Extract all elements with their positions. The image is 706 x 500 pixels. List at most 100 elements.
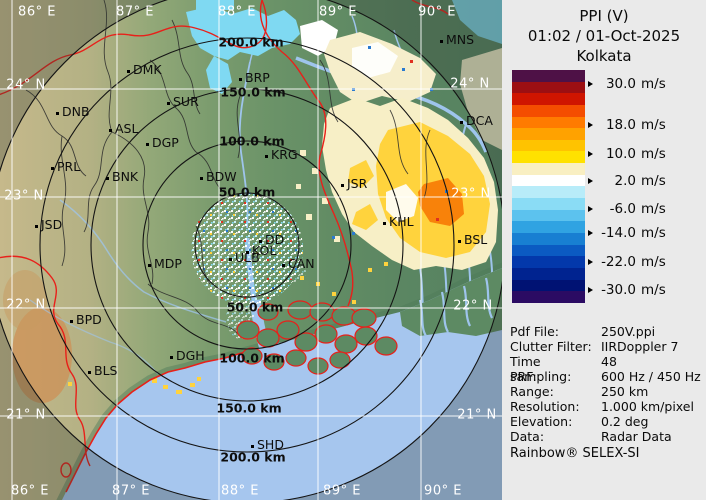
graticule-label: 88° E [221,483,259,499]
graticule-label: 21° N [457,407,497,423]
colorbar-tick: -14.0 m/s [588,225,666,241]
radar-map: 86° E 87° E 88° E 89° E 90° E 86° E 87° E 88° E… [0,0,502,500]
range-ring-label: 200.0 km [218,34,284,50]
echo-yellow-b1 [348,160,374,188]
tick-arrow-icon [588,177,593,184]
graticule-label: 87° E [116,4,154,20]
tick-unit: m/s [641,172,666,189]
station-code: SHD [257,437,284,452]
graticule-label: 86° E [11,483,49,499]
graticule-label: 22° N [453,298,493,314]
station-dot-icon [35,225,38,228]
tick-arrow-icon [588,258,593,265]
range-ring-label: 50.0 km [226,299,284,315]
station-dot-icon [265,155,268,158]
station-code: BRP [245,70,270,85]
station-dot-icon [51,167,54,170]
station-code: KHL [389,214,414,229]
station-code: BNK [112,169,139,184]
colorbar-band [512,128,585,140]
station-dot-icon [109,129,112,132]
station-dot-icon [148,264,151,267]
district-boundaries [25,0,431,335]
radar-map-canvas [0,0,502,500]
station-code: DD [265,232,285,247]
colorbar-band [512,291,585,303]
station-code: KRG [271,147,298,162]
colorbar-tick: 30.0 m/s [588,76,666,92]
range-ring-label: 200.0 km [220,449,286,465]
station-code: BLS [94,363,118,378]
tick-arrow-icon [588,206,593,213]
info-row: Range: 250 km [510,384,702,399]
station-code: JSR [347,176,368,191]
tick-value: -22.0 [601,253,636,270]
info-value: IIRDoppler 7 [601,339,679,354]
tick-arrow-icon [588,151,593,158]
graticule [0,0,502,500]
echo-cream-ne [460,48,502,150]
sea-fill [62,268,502,500]
station-code: BDW [206,169,237,184]
station-code: DNB [62,104,90,119]
info-label: Range: [510,384,554,399]
tick-unit: m/s [641,201,666,218]
station-code: DMK [133,62,162,77]
station-code: MDP [154,256,182,271]
info-row: Resolution: 1.000 km/pixel [510,399,702,414]
colorbar-band [512,256,585,268]
graticule-label: 89° E [323,483,361,499]
velocity-colorbar-ticks: 30.0 m/s 18.0 m/s 10.0 m/s 2.0 m/s -6.0 m/s -14.0 m… [502,0,706,320]
station-code: ULB [235,250,260,265]
graticule-label: 22° N [6,297,46,313]
station-dot-icon [460,121,463,124]
tick-value: 10.0 [605,146,636,163]
echo-cyan-ne [452,0,502,44]
colorbar-tick: 18.0 m/s [588,117,666,133]
station-dot-icon [167,102,170,105]
radar-site: Kolkata [576,47,632,65]
graticule-label: 23° N [451,186,491,202]
info-value: 48 [601,354,617,369]
colorbar-band [512,267,585,280]
radar-echoes [68,0,502,394]
info-row: PRF: 600 Hz / 450 Hz [510,369,702,384]
tick-value: 2.0 [614,172,636,189]
colorbar-band [512,151,585,164]
info-label: Data: [510,429,545,444]
info-value: 600 Hz / 450 Hz [601,369,701,384]
station-dot-icon [458,240,461,243]
station-dot-icon [282,264,285,267]
tick-value: -30.0 [601,281,636,298]
colorbar-band [512,81,585,94]
colorbar-band [512,70,585,82]
station-code: DGH [176,348,205,363]
station-code: CAN [288,256,315,271]
echo-centre-clutter2 [191,193,303,305]
station-dot-icon [88,371,91,374]
tick-value: -6.0 [609,201,636,218]
station-dot-icon [440,40,443,43]
station-dot-icon [383,222,386,225]
terrain-highland-patch2 [3,270,47,330]
station-code: DCA [466,113,493,128]
info-row: Pdf File: 250V.ppi [510,324,702,339]
graticule-label: 23° N [4,188,44,204]
station-code: KOL [252,243,277,258]
colorbar-band [512,198,585,210]
info-label: Elevation: [510,414,573,429]
graticule-label: 24° N [6,77,46,93]
echo-orange-core [418,178,464,226]
station-dot-icon [200,177,203,180]
station-code: BSL [464,232,488,247]
product-info-table: Pdf File: 250V.ppi Clutter Filter: IIRDoppl… [510,324,702,444]
graticule-label: 86° E [18,4,56,20]
info-row: Clutter Filter: IIRDoppler 7 [510,339,702,354]
graticule-label: 88° E [218,4,256,20]
tick-value: 30.0 [605,75,636,92]
info-value: 250V.ppi [601,324,656,339]
software-brand: Rainbow® SELEX-SI [510,446,640,461]
station-code: BPD [76,312,102,327]
colorbar-tick: -6.0 m/s [588,201,666,217]
